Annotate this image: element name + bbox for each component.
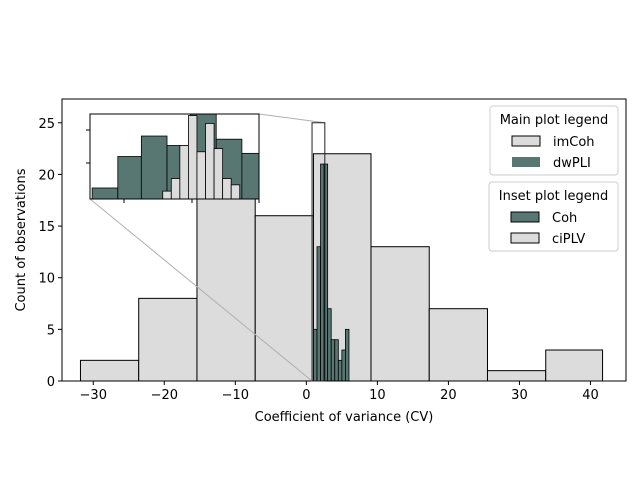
x-tick-label: 10 [369,388,386,403]
main-legend-label: imCoh [553,135,595,150]
main-axes: −30 −20 −10 0 10 20 30 40 0 5 10 15 20 25 [38,98,627,403]
x-tick-label: 20 [440,388,457,403]
zoom-connector-lines [89,113,326,382]
plot-frame [61,98,627,382]
ciplv-bar [196,151,206,200]
dwpli-bar [327,308,332,382]
dwpli-bar [345,328,350,382]
x-axis-label: Coefficient of variance (CV) [255,410,434,425]
imcoh-bar [486,370,547,382]
y-tick-label: 10 [38,272,55,287]
imcoh-bar [196,184,256,382]
ciplv-bar [213,148,224,200]
inset-legend-label: ciPLV [552,232,585,247]
main-legend: Main plot legend imCoh dwPLI [489,105,619,176]
zoom-region [311,122,326,382]
imcoh-bar [254,215,314,382]
ciplv-bar [170,178,181,200]
ciplv-bar [188,115,198,200]
main-legend-title: Main plot legend [500,113,609,128]
inset-legend: Inset plot legend Coh ciPLV [488,181,619,252]
imcoh-bar [79,359,140,382]
ciplv-bar [222,178,232,200]
ciplv-bar [230,184,241,200]
y-tick-label: 20 [38,168,55,183]
inset-plot [86,113,260,203]
inset-legend-title: Inset plot legend [499,189,608,204]
x-tick-label: 30 [511,388,528,403]
dwpli-bar [341,349,346,382]
coh-bar [241,152,260,200]
y-tick-label: 5 [47,323,55,338]
main-legend-swatch [512,157,540,167]
inset-legend-label: Coh [552,211,577,226]
ciplv-bar [162,190,172,200]
y-axis-label: Count of observations [14,168,29,311]
x-tick-label: −30 [80,388,107,403]
inset-legend-swatch [510,232,540,244]
ciplv-bar [205,123,215,200]
coh-bar [117,156,142,200]
imcoh-bar [370,246,430,382]
y-tick-label: 15 [38,220,55,235]
main-legend-swatch [511,135,541,147]
imcoh-bar [545,349,604,382]
y-tick-label: 0 [47,375,55,390]
dwpli-bar [337,359,343,382]
x-tick-label: 0 [302,388,310,403]
imcoh-bar [138,297,198,382]
inset-frame [89,113,260,200]
ciplv-bar [179,145,189,200]
y-tick-label: 25 [38,117,55,132]
zoom-line [89,198,313,382]
main-bars [79,153,604,382]
dwpli-bar [334,339,339,382]
main-legend-label: dwPLI [553,156,591,171]
x-tick-label: −20 [151,388,178,403]
x-tick-label: −10 [222,388,249,403]
dwpli-bar [316,246,321,382]
coh-bar [140,135,168,200]
imcoh-bar [428,308,488,382]
dwpli-bar [320,163,325,382]
dwpli-bar [313,328,318,382]
x-tick-label: 40 [582,388,599,403]
coh-bar [91,187,119,200]
inset-legend-swatch [510,211,540,223]
dwpli-bar [330,339,336,382]
zoom-line [258,113,325,124]
